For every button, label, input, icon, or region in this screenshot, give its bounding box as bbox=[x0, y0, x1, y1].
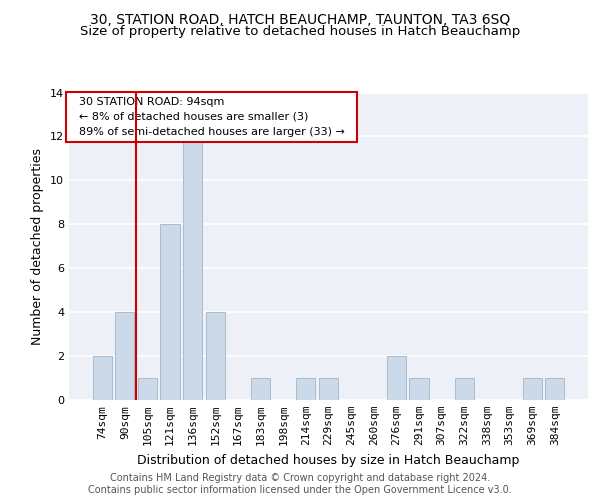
Bar bbox=[409, 378, 428, 400]
Bar bbox=[92, 356, 112, 400]
Bar bbox=[251, 378, 270, 400]
Bar bbox=[160, 224, 180, 400]
Bar bbox=[296, 378, 316, 400]
Bar bbox=[545, 378, 565, 400]
Bar bbox=[387, 356, 406, 400]
Text: Size of property relative to detached houses in Hatch Beauchamp: Size of property relative to detached ho… bbox=[80, 25, 520, 38]
Bar bbox=[115, 312, 134, 400]
Bar bbox=[455, 378, 474, 400]
Bar bbox=[138, 378, 157, 400]
Y-axis label: Number of detached properties: Number of detached properties bbox=[31, 148, 44, 345]
X-axis label: Distribution of detached houses by size in Hatch Beauchamp: Distribution of detached houses by size … bbox=[137, 454, 520, 466]
Bar bbox=[206, 312, 225, 400]
Bar bbox=[183, 136, 202, 400]
Bar bbox=[523, 378, 542, 400]
Text: 30 STATION ROAD: 94sqm  
  ← 8% of detached houses are smaller (3)  
  89% of se: 30 STATION ROAD: 94sqm ← 8% of detached … bbox=[71, 97, 352, 136]
Bar bbox=[319, 378, 338, 400]
Text: 30, STATION ROAD, HATCH BEAUCHAMP, TAUNTON, TA3 6SQ: 30, STATION ROAD, HATCH BEAUCHAMP, TAUNT… bbox=[90, 12, 510, 26]
Text: Contains HM Land Registry data © Crown copyright and database right 2024.
Contai: Contains HM Land Registry data © Crown c… bbox=[88, 474, 512, 495]
